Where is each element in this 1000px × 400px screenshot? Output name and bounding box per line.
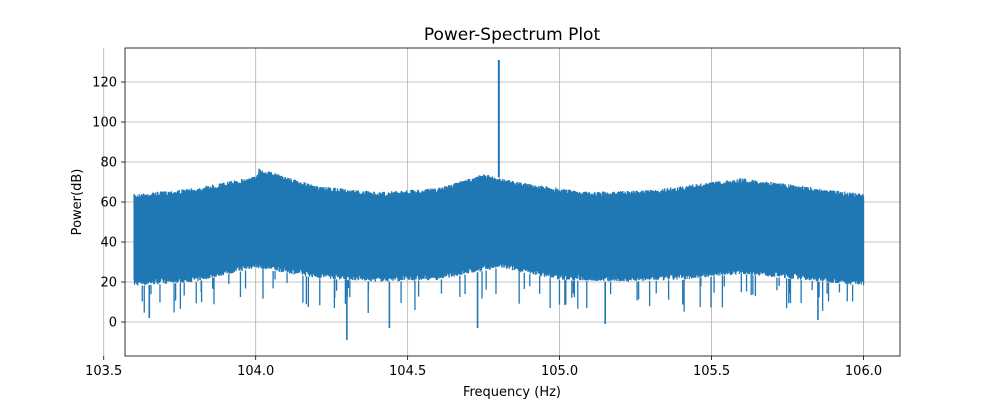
x-tick-label: 104.0 [237, 364, 274, 379]
y-tick-label: 80 [100, 156, 117, 171]
x-axis-label: Frequency (Hz) [463, 385, 561, 400]
y-tick-label: 0 [109, 316, 117, 331]
x-axis: 103.5 104.0 104.5 105.0 105.5 106.0 [85, 356, 882, 379]
y-tick-label: 120 [92, 76, 117, 91]
y-tick-label: 60 [100, 196, 117, 211]
x-tick-label: 103.5 [85, 364, 122, 379]
spectrum-noise-band [133, 168, 865, 313]
y-tick-label: 40 [100, 236, 117, 251]
x-tick-label: 105.0 [541, 364, 578, 379]
y-tick-label: 100 [92, 116, 117, 131]
x-tick-label: 105.5 [693, 364, 730, 379]
chart-title: Power-Spectrum Plot [424, 25, 601, 45]
y-axis: 0 20 40 60 80 100 120 [92, 76, 125, 331]
x-tick-label: 106.0 [845, 364, 882, 379]
y-axis-label: Power(dB) [70, 169, 85, 236]
series-area [133, 60, 865, 340]
y-tick-label: 20 [100, 276, 117, 291]
x-tick-label: 104.5 [389, 364, 426, 379]
